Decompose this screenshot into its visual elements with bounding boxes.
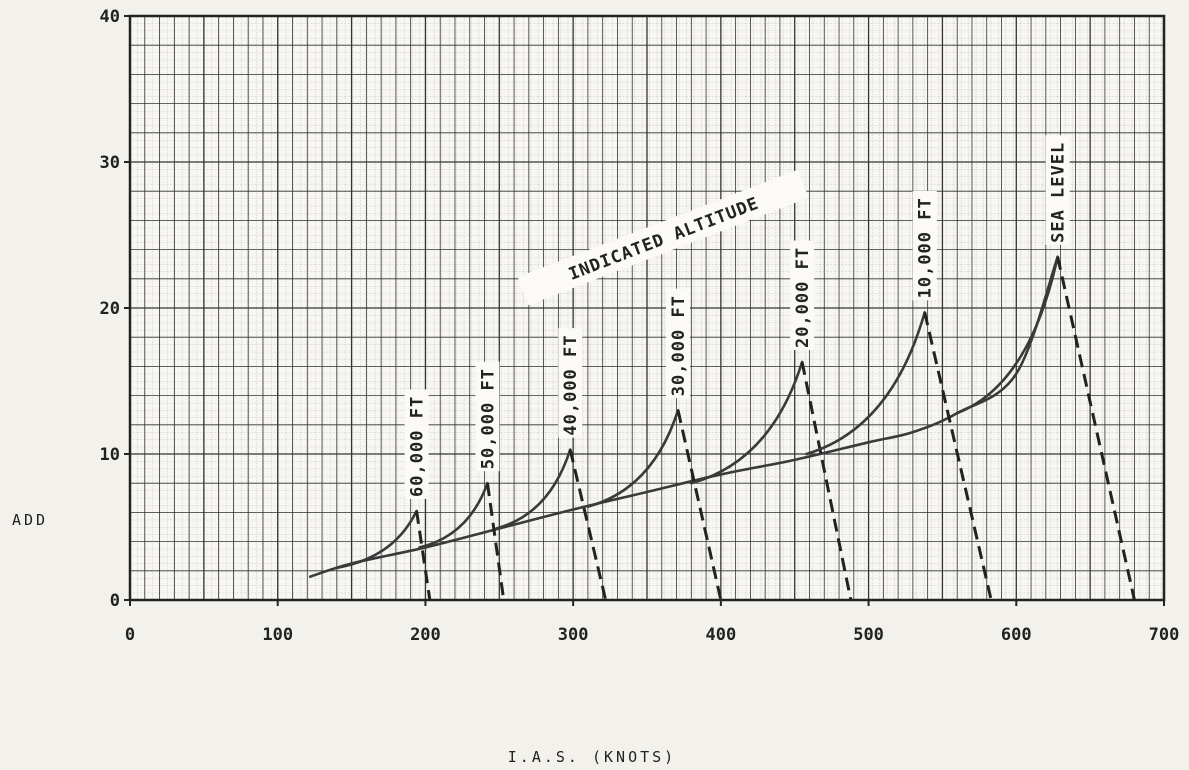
curve-label-group: 20,000 FT [790, 240, 815, 351]
y-tick-label: 40 [100, 7, 120, 27]
altitude-drop-line [415, 510, 432, 601]
altitude-drop-line [800, 361, 853, 601]
x-tick-label: 600 [1001, 625, 1032, 645]
altitude-curve [418, 481, 489, 549]
curve-label-background [558, 328, 583, 438]
curve-labels: 60,000 FT 50,000 FT 40,000 FT 30,000 FT 20,0… [404, 135, 1070, 499]
curve-label: 50,000 FT [478, 368, 498, 469]
curve-label-group: 50,000 FT [475, 361, 500, 472]
curve-label: SEA LEVEL [1049, 142, 1069, 243]
altitude-drop-line [568, 449, 608, 601]
altitude-curve [690, 360, 804, 485]
curve-label: 20,000 FT [793, 247, 813, 348]
curve-label: 40,000 FT [561, 334, 581, 435]
curve-label-background [475, 361, 500, 472]
curve-label: 60,000 FT [408, 396, 428, 497]
curve-label-group: 30,000 FT [666, 288, 691, 399]
x-tick-label: 500 [853, 625, 884, 645]
x-axis-ticks: 0 100 200 300 400 500 600 700 [125, 600, 1179, 645]
x-tick-label: 0 [125, 625, 135, 645]
curve-label: 30,000 FT [669, 295, 689, 396]
curve-label-group: 60,000 FT [404, 389, 429, 499]
x-tick-label: 300 [558, 625, 589, 645]
curve-label-group: 40,000 FT [558, 328, 583, 438]
x-tick-label: 400 [705, 625, 736, 645]
curve-label-background [1045, 135, 1070, 245]
altitude-drop-line [676, 409, 723, 601]
y-tick-label: 0 [110, 591, 120, 611]
curve-label-background [404, 389, 429, 499]
curves [308, 255, 1136, 601]
y-tick-label: 10 [100, 445, 120, 465]
annotation-background [517, 169, 809, 306]
y-axis-ticks: 0 10 20 30 40 [100, 7, 130, 611]
curve-label-background [912, 190, 937, 301]
altitude-curve [495, 448, 572, 530]
x-tick-label: 100 [262, 625, 293, 645]
major-grid [129, 15, 1165, 601]
curve-label-group: 10,000 FT [912, 190, 937, 301]
y-tick-label: 30 [100, 153, 120, 173]
curve-label: 10,000 FT [916, 197, 936, 298]
x-tick-label: 700 [1149, 625, 1180, 645]
altitude-curve [335, 509, 418, 570]
y-tick-label: 20 [100, 299, 120, 319]
y-axis-label: ADD [12, 511, 48, 529]
altitude-curve [955, 255, 1059, 415]
altitude-curve [586, 408, 680, 508]
curve-label-group: SEA LEVEL [1045, 135, 1070, 245]
curve-label-background [790, 240, 815, 351]
altitude-drop-line [1056, 256, 1136, 601]
altitude-curve [805, 311, 927, 456]
altitude-drop-line [923, 312, 993, 601]
x-tick-label: 200 [410, 625, 441, 645]
x-axis-label: I.A.S. (KNOTS) [508, 748, 676, 766]
curve-label-background [666, 288, 691, 399]
